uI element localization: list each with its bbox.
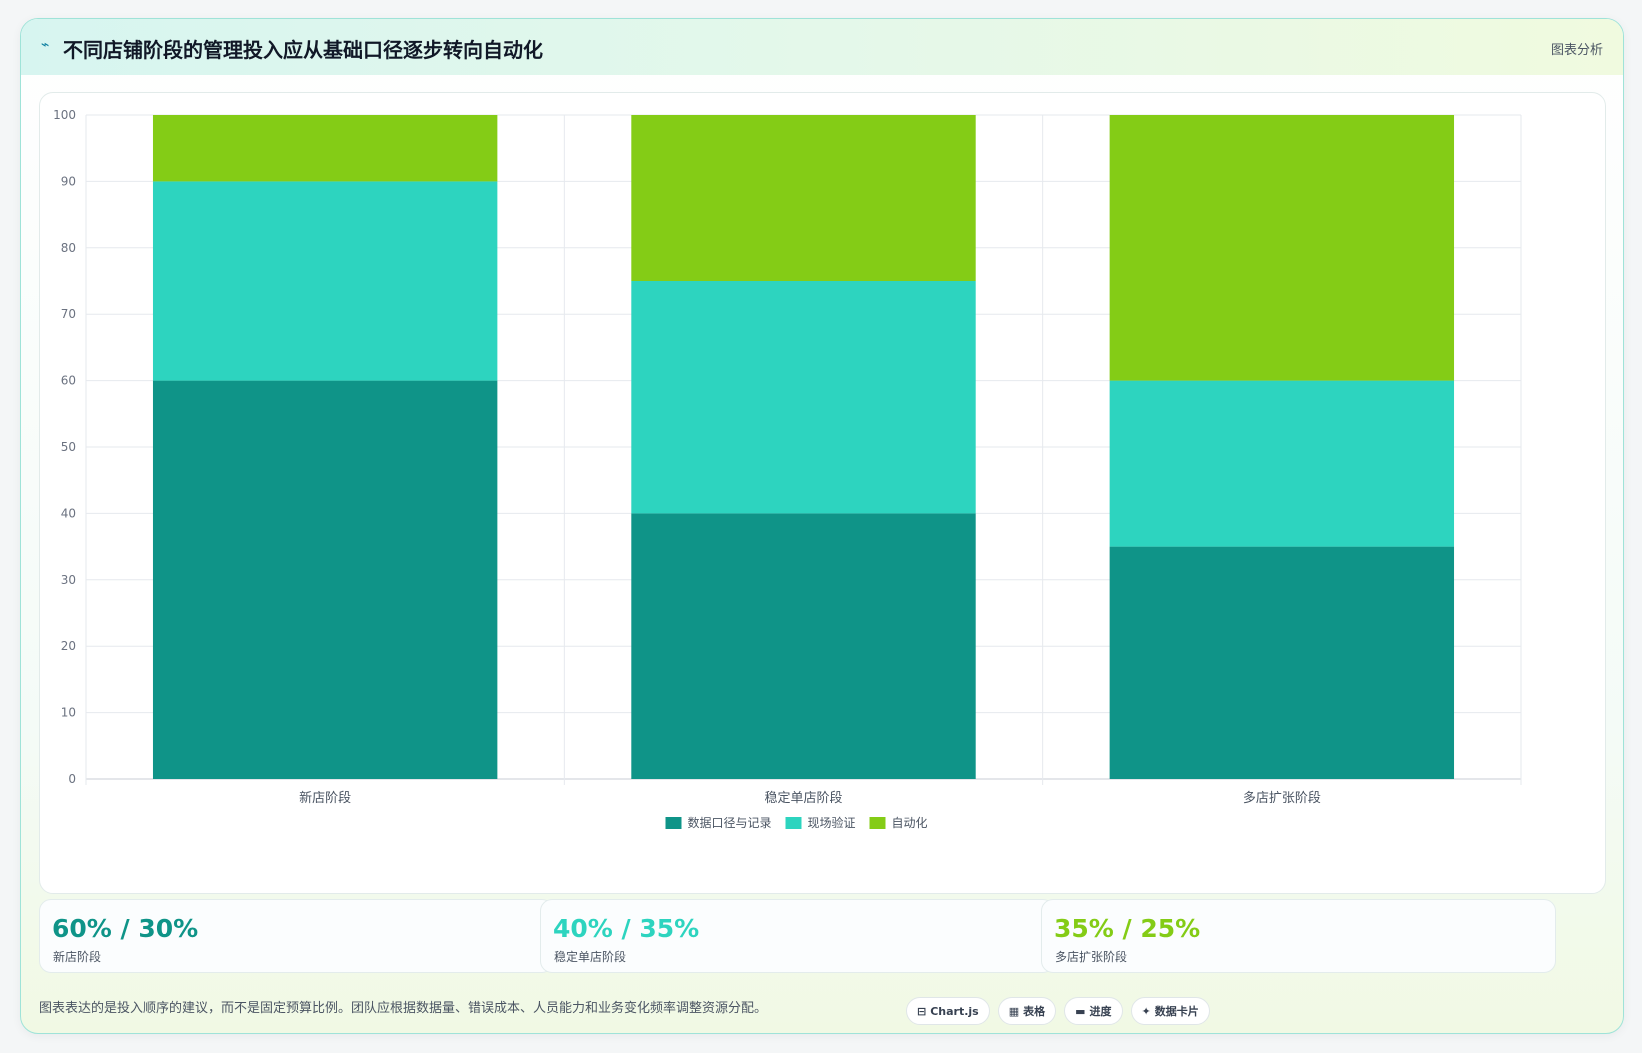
footer-note: 图表表达的是投入顺序的建议，而不是固定预算比例。团队应根据数据量、错误成本、人员… (39, 1001, 768, 1016)
stat-card-multi-store: 35% / 25% 多店扩张阶段 (1041, 899, 1556, 973)
bar-segment (631, 115, 976, 281)
chart-icon: ⊟ (917, 1004, 927, 1018)
chart-panel: 0 10 20 30 40 50 60 70 80 90 100 新店阶段 稳定单店阶段 多店扩张阶段数据… (39, 92, 1606, 894)
chart-card: ⌁ 不同店铺阶段的管理投入应从基础口径逐步转向自动化 图表分析 0 10 20 30 4… (20, 18, 1624, 1034)
y-tick-label: 60 (61, 374, 76, 388)
x-tick-label: 新店阶段 (299, 790, 351, 806)
card-header: ⌁ 不同店铺阶段的管理投入应从基础口径逐步转向自动化 图表分析 (21, 19, 1623, 75)
bar-segment (1109, 380, 1455, 547)
bar-segment (631, 281, 976, 514)
sparkle-icon: ✦ (1141, 1004, 1151, 1018)
legend-swatch (869, 817, 886, 829)
bar-segment (152, 181, 498, 381)
bar-segment (1109, 546, 1455, 779)
bar-segment (152, 115, 498, 182)
progress-icon: ▬ (1075, 1004, 1086, 1018)
legend-label: 数据口径与记录 (688, 815, 772, 830)
y-tick-label: 100 (53, 108, 76, 122)
stacked-bar-chart: 0 10 20 30 40 50 60 70 80 90 100 新店阶段 稳定单店阶段 多店扩张阶段数据… (53, 108, 1522, 830)
x-tick-label: 多店扩张阶段 (1243, 790, 1321, 806)
stat-card-new-store: 60% / 30% 新店阶段 (39, 899, 554, 973)
pill-label: Chart.js (930, 1004, 979, 1018)
y-tick-label: 20 (61, 639, 76, 653)
x-tick-label: 稳定单店阶段 (764, 790, 842, 806)
stat-label: 新店阶段 (53, 950, 102, 964)
y-tick-label: 50 (61, 440, 76, 454)
pill-label: 数据卡片 (1154, 1005, 1199, 1018)
pill-chartjs[interactable]: ⊟ Chart.js (906, 997, 990, 1025)
legend-label: 自动化 (892, 816, 928, 830)
stat-value: 40% / 35% (553, 914, 700, 943)
y-tick-label: 70 (61, 307, 76, 321)
y-tick-label: 0 (68, 772, 76, 786)
bar-segment (152, 380, 498, 779)
table-icon: ▦ (1008, 1004, 1020, 1018)
legend-swatch (785, 817, 802, 829)
y-tick-label: 30 (61, 573, 76, 587)
legend-label: 现场验证 (808, 815, 856, 830)
stat-label: 多店扩张阶段 (1055, 950, 1128, 964)
pill-progress[interactable]: ▬ 进度 (1064, 997, 1123, 1025)
stat-value: 35% / 25% (1054, 914, 1201, 943)
stat-value: 60% / 30% (52, 914, 199, 943)
legend-swatch (665, 817, 682, 829)
lightning-icon: ⌁ (41, 37, 50, 53)
pill-label: 表格 (1023, 1005, 1046, 1018)
y-tick-label: 80 (61, 241, 76, 255)
y-tick-label: 10 (61, 706, 76, 720)
stat-label: 稳定单店阶段 (554, 950, 627, 964)
pill-table[interactable]: ▦ 表格 (997, 997, 1057, 1025)
stat-card-stable-store: 40% / 35% 稳定单店阶段 (540, 899, 1055, 973)
y-tick-label: 90 (61, 174, 76, 188)
page-title: 不同店铺阶段的管理投入应从基础口径逐步转向自动化 (63, 40, 543, 62)
y-tick-label: 40 (61, 506, 76, 520)
feature-pills: ⊟ Chart.js ▦ 表格 ▬ 进度 ✦ 数据卡片 (906, 997, 1210, 1025)
pill-data-card[interactable]: ✦ 数据卡片 (1130, 997, 1210, 1025)
bar-segment (1109, 115, 1455, 381)
pill-label: 进度 (1089, 1005, 1112, 1018)
bar-segment (631, 513, 976, 779)
chart-analysis-tag: 图表分析 (1550, 43, 1603, 58)
